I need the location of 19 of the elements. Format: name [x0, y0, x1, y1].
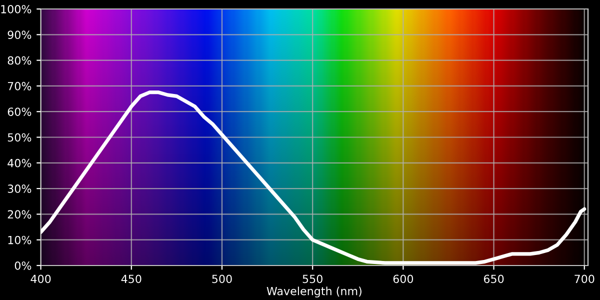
y-tick-label: 80%: [8, 56, 32, 65]
y-tick-label: 30%: [8, 184, 32, 193]
x-tick-label: 400: [30, 274, 51, 284]
y-tick-label: 70%: [8, 82, 32, 90]
x-tick-label: 550: [302, 274, 322, 284]
y-tick-label: 40%: [8, 158, 32, 168]
x-tick-label: 450: [121, 274, 142, 284]
y-tick-label: 10%: [8, 236, 32, 244]
x-tick-label: 650: [484, 274, 504, 284]
y-tick-label: 60%: [8, 108, 32, 116]
x-tick-label: 600: [393, 274, 414, 284]
x-tick-label: 500: [212, 274, 232, 284]
y-tick-label: 50%: [8, 133, 32, 142]
y-tick-label: 100%: [1, 4, 32, 14]
y-tick-label: 0%: [14, 261, 32, 270]
y-tick-label: 20%: [8, 210, 32, 219]
x-tick-label: 700: [574, 274, 594, 284]
y-tick-label: 90%: [8, 30, 32, 40]
x-axis-title: Wavelength (nm): [266, 286, 362, 298]
